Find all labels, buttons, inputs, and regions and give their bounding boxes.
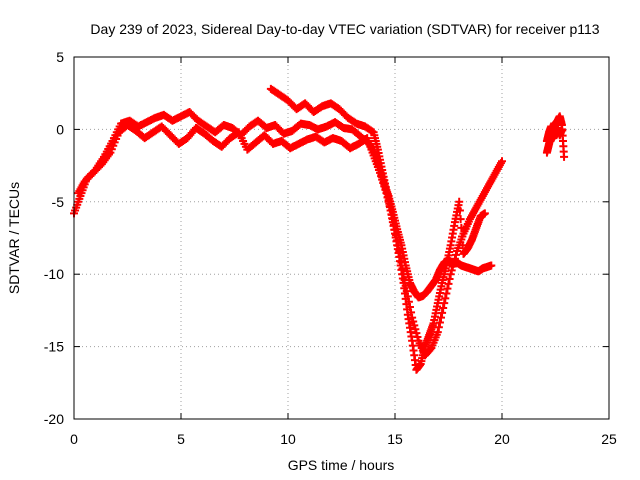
data-point <box>449 258 458 267</box>
y-tick-label: -5 <box>52 194 65 210</box>
y-tick-label: -15 <box>44 339 64 355</box>
data-point <box>443 284 452 293</box>
data-point <box>480 209 489 218</box>
data-point <box>434 323 443 332</box>
data-points <box>70 84 569 374</box>
chart-title: Day 239 of 2023, Sidereal Day-to-day VTE… <box>90 21 599 37</box>
y-tick-label: -20 <box>44 411 64 427</box>
series-track-offset <box>74 121 506 360</box>
x-tick-label: 20 <box>494 431 510 447</box>
data-point <box>410 321 419 330</box>
data-point <box>433 328 442 337</box>
data-point <box>457 223 466 232</box>
data-point <box>455 206 464 215</box>
y-tick-label: 0 <box>56 121 64 137</box>
x-axis-label: GPS time / hours <box>288 457 395 473</box>
series-track-main <box>70 108 496 302</box>
data-point <box>557 125 566 134</box>
x-tick-label: 0 <box>70 431 78 447</box>
data-point <box>411 325 420 334</box>
data-point <box>450 254 459 263</box>
x-tick-label: 15 <box>387 431 403 447</box>
series-track-afternoon <box>266 84 489 374</box>
data-point <box>451 250 460 259</box>
data-point <box>456 215 465 224</box>
data-point <box>560 152 569 161</box>
x-tick-label: 5 <box>177 431 185 447</box>
data-point <box>455 197 464 206</box>
data-point <box>441 294 450 303</box>
y-tick-label: 5 <box>56 49 64 65</box>
x-tick-label: 10 <box>280 431 296 447</box>
x-tick-label: 25 <box>601 431 617 447</box>
plot-frame <box>73 56 610 420</box>
axis-ticks: 0 5 10 15 20 25 -20 -15 -10 -5 0 5 <box>44 49 617 447</box>
data-point <box>458 232 467 241</box>
series-track-late-2 <box>542 122 566 145</box>
data-point <box>498 157 506 166</box>
data-point <box>439 303 448 312</box>
y-tick-label: -10 <box>44 266 64 282</box>
y-axis-label: SDTVAR / TECUs <box>6 182 22 294</box>
data-point <box>487 261 496 270</box>
data-point <box>445 275 454 284</box>
data-point <box>447 266 456 275</box>
